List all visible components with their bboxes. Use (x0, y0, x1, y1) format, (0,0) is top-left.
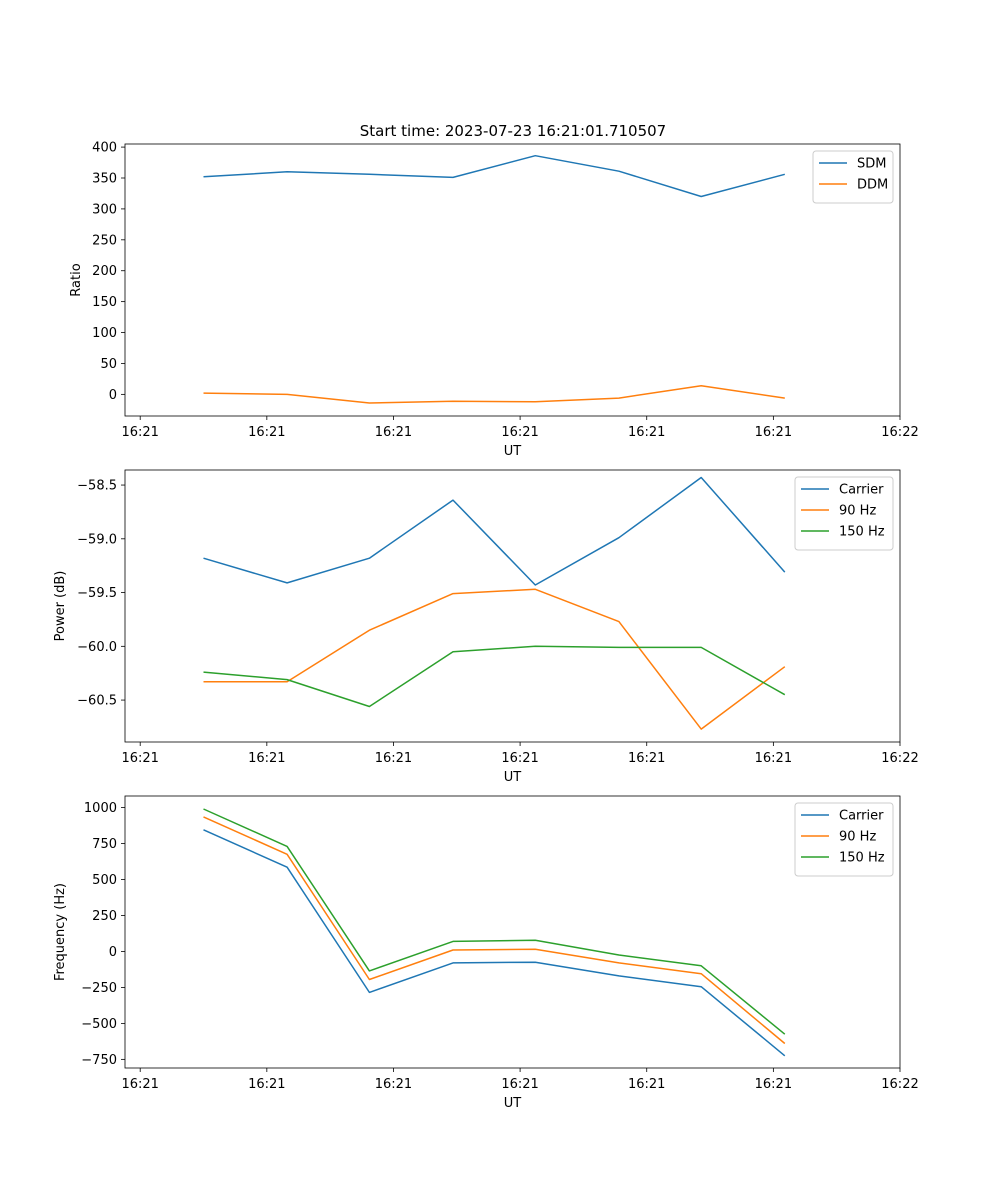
x-tick-label: 16:21 (501, 425, 538, 440)
y-tick-label: −60.5 (77, 694, 117, 709)
y-axis-label: Ratio (69, 263, 84, 296)
y-tick-label: −500 (81, 1017, 117, 1032)
y-tick-label: −59.0 (77, 532, 117, 547)
x-tick-label: 16:21 (628, 751, 665, 766)
y-tick-label: 50 (100, 357, 117, 372)
y-tick-label: −250 (81, 981, 117, 996)
x-tick-label: 16:21 (375, 751, 412, 766)
legend-box (812, 150, 894, 204)
legend: SDM DDM (812, 150, 894, 204)
x-axis-label: UT (504, 444, 522, 459)
y-axis-label: Power (dB) (53, 571, 68, 642)
x-tick-label: 16:22 (881, 1077, 918, 1092)
y-tick-label: 750 (92, 837, 117, 852)
axes-frame (124, 469, 901, 743)
x-tick-label: 16:21 (501, 1077, 538, 1092)
series-line-sdm (203, 154, 785, 198)
y-axis-label: Frequency (Hz) (53, 883, 68, 981)
series-line-carrier (203, 829, 786, 1057)
y-tick-label: −750 (81, 1053, 117, 1068)
series-line-150-hz (203, 808, 786, 1035)
y-tick-label: 150 (92, 295, 117, 310)
x-tick-label: 16:22 (881, 751, 918, 766)
y-tick-label: −59.5 (77, 586, 117, 601)
x-tick-label: 16:21 (375, 1077, 412, 1092)
legend-label: 90 Hz (839, 830, 876, 845)
x-tick-label: 16:21 (628, 1077, 665, 1092)
x-tick-label: 16:21 (121, 425, 158, 440)
series-line-90-hz (203, 816, 786, 1045)
axes-frame (124, 795, 901, 1069)
y-tick-label: 250 (92, 233, 117, 248)
y-tick-label: 1000 (84, 801, 117, 816)
legend: Carrier 90 Hz 150 Hz (794, 476, 894, 551)
x-tick-label: 16:21 (501, 751, 538, 766)
y-tick-label: 250 (92, 909, 117, 924)
y-tick-label: 300 (92, 202, 117, 217)
y-tick-label: −60.0 (77, 640, 117, 655)
x-tick-label: 16:21 (248, 1077, 285, 1092)
legend-label: SDM (857, 157, 886, 172)
x-tick-label: 16:21 (248, 425, 285, 440)
x-tick-label: 16:21 (755, 1077, 792, 1092)
y-tick-label: 0 (109, 388, 117, 403)
axes-frame (124, 143, 901, 417)
legend-label: Carrier (839, 483, 884, 498)
y-tick-label: 400 (92, 141, 117, 156)
series-line-90-hz (203, 588, 786, 730)
legend-label: 150 Hz (839, 525, 885, 540)
x-axis-label: UT (504, 1096, 522, 1111)
figure-title: Start time: 2023-07-23 16:21:01.710507 (360, 122, 666, 140)
series-line-150-hz (203, 645, 786, 708)
x-tick-label: 16:21 (628, 425, 665, 440)
x-axis-label: UT (504, 770, 522, 785)
y-tick-label: 200 (92, 264, 117, 279)
y-tick-label: 500 (92, 873, 117, 888)
legend-label: DDM (857, 178, 888, 193)
x-tick-label: 16:21 (248, 751, 285, 766)
legend-label: Carrier (839, 809, 884, 824)
legend: Carrier 90 Hz 150 Hz (794, 802, 894, 877)
series-line-ddm (203, 384, 785, 404)
y-tick-label: 100 (92, 326, 117, 341)
y-tick-label: 350 (92, 172, 117, 187)
x-tick-label: 16:21 (375, 425, 412, 440)
x-tick-label: 16:21 (755, 425, 792, 440)
x-tick-label: 16:22 (881, 425, 918, 440)
x-tick-label: 16:21 (121, 1077, 158, 1092)
y-tick-label: −58.5 (77, 479, 117, 494)
x-tick-label: 16:21 (755, 751, 792, 766)
chart-panel-3: 16:21 16:21 16:21 16:21 16:21 16:21 16:22 −750 −… (53, 795, 919, 1111)
x-tick-label: 16:21 (121, 751, 158, 766)
chart-panel-1: 16:21 16:21 16:21 16:21 16:21 16:21 16:22 0 50 10… (69, 141, 919, 459)
series-line-carrier (203, 476, 786, 586)
legend-label: 90 Hz (839, 504, 876, 519)
legend-label: 150 Hz (839, 851, 885, 866)
y-tick-label: 0 (109, 945, 117, 960)
chart-panel-2: 16:21 16:21 16:21 16:21 16:21 16:21 16:22 −60.5… (53, 469, 919, 785)
